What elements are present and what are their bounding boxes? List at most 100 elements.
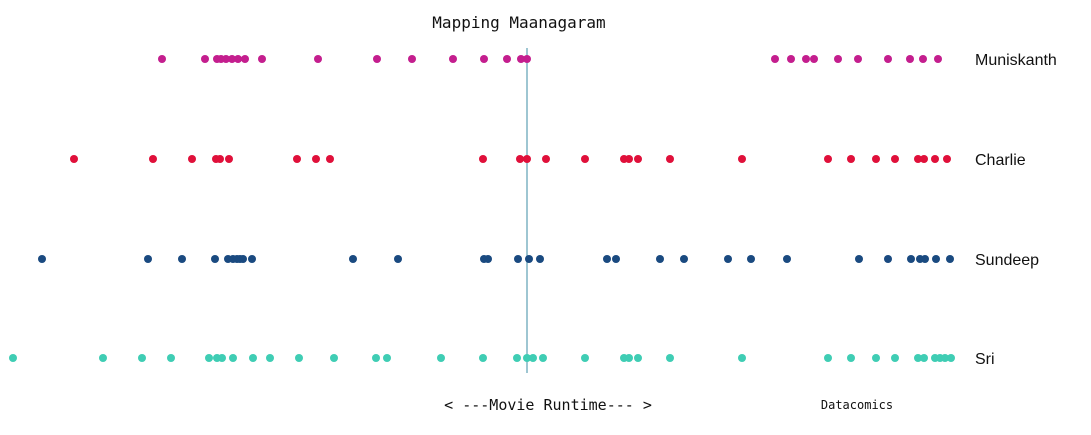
data-point-muniskanth — [810, 55, 818, 63]
data-point-muniskanth — [787, 55, 795, 63]
data-point-charlie — [225, 155, 233, 163]
data-point-sri — [295, 354, 303, 362]
data-point-sri — [479, 354, 487, 362]
data-point-sundeep — [946, 255, 954, 263]
data-point-charlie — [625, 155, 633, 163]
data-point-sri — [513, 354, 521, 362]
data-point-charlie — [872, 155, 880, 163]
data-point-charlie — [312, 155, 320, 163]
data-point-muniskanth — [234, 55, 242, 63]
data-point-sri — [218, 354, 226, 362]
data-point-charlie — [516, 155, 524, 163]
row-labels: Muniskanth Charlie Sundeep Sri — [975, 52, 1057, 368]
data-point-sri — [383, 354, 391, 362]
data-point-muniskanth — [222, 55, 230, 63]
data-point-charlie — [943, 155, 951, 163]
data-point-sri — [891, 354, 899, 362]
data-point-muniskanth — [503, 55, 511, 63]
data-point-sundeep — [484, 255, 492, 263]
data-point-sri — [266, 354, 274, 362]
data-point-sundeep — [178, 255, 186, 263]
data-point-charlie — [666, 155, 674, 163]
data-point-muniskanth — [854, 55, 862, 63]
data-point-sri — [167, 354, 175, 362]
data-point-sri — [824, 354, 832, 362]
data-point-charlie — [293, 155, 301, 163]
data-point-muniskanth — [373, 55, 381, 63]
row-label-sundeep: Sundeep — [975, 252, 1039, 269]
data-point-sri — [581, 354, 589, 362]
data-point-sundeep — [932, 255, 940, 263]
series-charlie — [70, 155, 951, 163]
data-point-muniskanth — [449, 55, 457, 63]
data-point-sundeep — [783, 255, 791, 263]
data-point-muniskanth — [771, 55, 779, 63]
data-point-sri — [914, 354, 922, 362]
data-point-sundeep — [239, 255, 247, 263]
data-point-sundeep — [394, 255, 402, 263]
data-point-sundeep — [680, 255, 688, 263]
data-point-charlie — [523, 155, 531, 163]
data-point-sri — [947, 354, 955, 362]
data-point-sundeep — [724, 255, 732, 263]
data-point-charlie — [149, 155, 157, 163]
dot-rows — [9, 55, 955, 362]
data-point-charlie — [542, 155, 550, 163]
data-point-sundeep — [921, 255, 929, 263]
data-point-sri — [666, 354, 674, 362]
data-point-sri — [99, 354, 107, 362]
data-point-charlie — [188, 155, 196, 163]
data-point-charlie — [581, 155, 589, 163]
data-point-sri — [9, 354, 17, 362]
data-point-sundeep — [907, 255, 915, 263]
data-point-sri — [229, 354, 237, 362]
row-label-sri: Sri — [975, 351, 995, 368]
data-point-sri — [941, 354, 949, 362]
data-point-muniskanth — [934, 55, 942, 63]
data-point-charlie — [920, 155, 928, 163]
data-point-muniskanth — [517, 55, 525, 63]
data-point-sundeep — [38, 255, 46, 263]
data-point-sri — [872, 354, 880, 362]
data-point-sri — [634, 354, 642, 362]
data-point-charlie — [931, 155, 939, 163]
data-point-sundeep — [248, 255, 256, 263]
data-point-sundeep — [603, 255, 611, 263]
data-point-sri — [529, 354, 537, 362]
data-point-muniskanth — [884, 55, 892, 63]
series-sundeep — [38, 255, 954, 263]
data-point-sundeep — [536, 255, 544, 263]
data-point-sri — [523, 354, 531, 362]
row-label-muniskanth: Muniskanth — [975, 52, 1057, 69]
data-point-muniskanth — [314, 55, 322, 63]
credit-label: Datacomics — [821, 398, 893, 412]
data-point-sundeep — [514, 255, 522, 263]
data-point-muniskanth — [523, 55, 531, 63]
series-muniskanth — [158, 55, 942, 63]
row-label-charlie: Charlie — [975, 152, 1026, 169]
data-point-sundeep — [349, 255, 357, 263]
data-point-muniskanth — [802, 55, 810, 63]
data-point-charlie — [70, 155, 78, 163]
data-point-charlie — [216, 155, 224, 163]
data-point-muniskanth — [241, 55, 249, 63]
data-point-sri — [920, 354, 928, 362]
data-point-muniskanth — [258, 55, 266, 63]
data-point-charlie — [847, 155, 855, 163]
data-point-sri — [249, 354, 257, 362]
data-point-sundeep — [855, 255, 863, 263]
data-point-charlie — [824, 155, 832, 163]
data-point-muniskanth — [919, 55, 927, 63]
data-point-charlie — [738, 155, 746, 163]
data-point-charlie — [479, 155, 487, 163]
data-point-muniskanth — [228, 55, 236, 63]
data-point-charlie — [914, 155, 922, 163]
data-point-sri — [372, 354, 380, 362]
data-point-muniskanth — [158, 55, 166, 63]
data-point-charlie — [634, 155, 642, 163]
data-point-sri — [205, 354, 213, 362]
data-point-charlie — [891, 155, 899, 163]
data-point-sri — [738, 354, 746, 362]
data-point-sundeep — [525, 255, 533, 263]
